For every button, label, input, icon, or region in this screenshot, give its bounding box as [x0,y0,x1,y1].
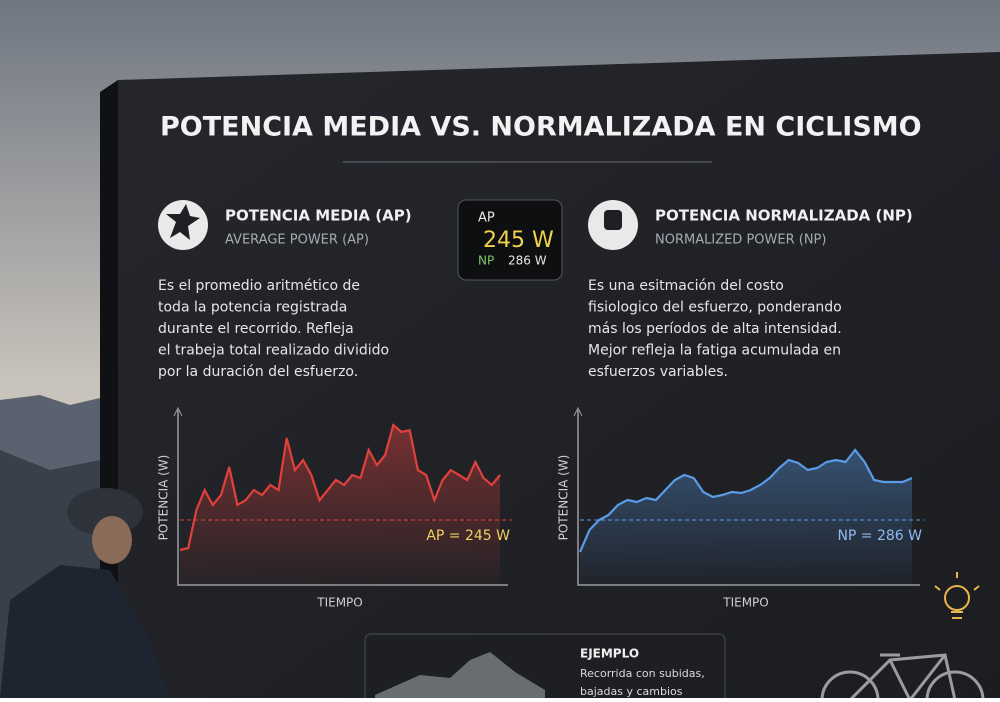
area [180,425,500,585]
device-value: 245 W [483,228,554,253]
section-text: el trabeja total realizado dividido [158,343,389,359]
section-text: Mejor refleja la fatiga acumulada en [588,343,841,359]
section-text: Es el promedio aritmético de [158,278,360,294]
section-subheading: NORMALIZED POWER (NP) [655,233,826,248]
line [578,448,913,553]
example-heading: EJEMPLO [580,647,639,661]
section-text: por la duración del esfuerzo. [158,364,358,380]
example-text: Recorrida con subidas, [580,667,705,680]
section-subheading: AVERAGE POWER (AP) [225,233,369,248]
section-text: fisiologico del esfuerzo, ponderando [588,300,842,316]
x-axis-label: TIEMPO [316,596,363,610]
example-text: bajadas y cambios [580,685,683,698]
section-text: más los períodos de alta intensidad. [588,321,842,337]
example-terrain [375,652,545,698]
section-heading: POTENCIA MEDIA (AP) [225,207,412,225]
y-axis-label: POTENCIA (W) [557,455,571,541]
device [457,199,563,281]
section-text: toda la potencia registrada [158,300,347,316]
axis-arrow [573,406,583,417]
device-value: 286 W [508,254,547,268]
device-label: NP [478,254,494,268]
x-axis-label: TIEMPO [722,596,769,610]
line [179,423,501,552]
section-text: durante el recorrido. Refleja [158,321,354,337]
cyclist [0,488,170,698]
np-icon-glyph [604,210,622,230]
section-text: esfuerzos variables. [588,364,728,380]
reference-label: NP = 286 W [837,528,922,544]
section-heading: POTENCIA NORMALIZADA (NP) [655,207,913,225]
title: POTENCIA MEDIA VS. NORMALIZADA EN CICLIS… [160,112,922,143]
ap-icon-glyph [166,204,200,240]
axis-arrow [173,406,183,417]
reference-label: AP = 245 W [426,528,510,544]
device-label: AP [478,211,495,226]
area [580,450,912,585]
bulb-icon [934,572,980,619]
y-axis-label: POTENCIA (W) [157,455,171,541]
section-text: Es una esitmación del costo [588,278,784,294]
